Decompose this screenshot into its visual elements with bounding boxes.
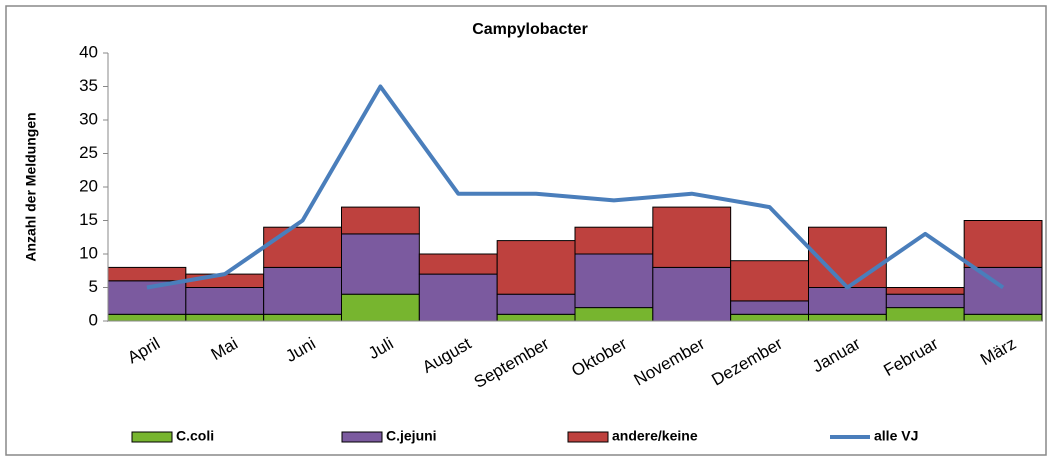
bar-segment bbox=[341, 293, 420, 322]
bar-segment bbox=[185, 287, 265, 315]
bar-segment bbox=[574, 253, 654, 309]
bar-segment bbox=[496, 240, 576, 295]
bar-segment bbox=[730, 260, 810, 302]
bar-segment bbox=[341, 206, 420, 235]
bar-segment bbox=[963, 220, 1043, 268]
y-tick-label: 10 bbox=[79, 243, 98, 262]
bar-segment bbox=[808, 226, 887, 288]
bar-segment bbox=[263, 313, 342, 322]
legend-label: andere/keine bbox=[612, 428, 698, 444]
line-series bbox=[146, 84, 1005, 290]
bar-segment bbox=[263, 266, 342, 315]
bar-segment bbox=[963, 313, 1043, 322]
y-tick-label: 40 bbox=[79, 42, 98, 61]
bar-segment bbox=[808, 313, 887, 322]
y-tick-label: 15 bbox=[79, 210, 98, 229]
bar-segment bbox=[652, 266, 732, 322]
bar-segment bbox=[263, 226, 342, 268]
bar-segment bbox=[730, 300, 810, 315]
bar-segment bbox=[885, 293, 965, 309]
y-axis-label: Anzahl der Meldungen bbox=[23, 112, 39, 261]
bar-segment bbox=[963, 266, 1043, 315]
legend-swatch bbox=[567, 431, 609, 443]
bar-segment bbox=[341, 233, 420, 295]
frame bbox=[5, 5, 1047, 456]
bar-segment bbox=[496, 313, 576, 322]
y-tick-label: 20 bbox=[79, 176, 98, 195]
bar-segment bbox=[418, 253, 498, 275]
y-tick-label: 5 bbox=[89, 277, 98, 296]
chart-title: Campylobacter bbox=[472, 21, 588, 38]
bar-segment bbox=[107, 313, 187, 322]
y-tick-label: 0 bbox=[89, 310, 98, 329]
bar-segment bbox=[885, 287, 965, 295]
bar-segment bbox=[652, 206, 732, 268]
bar-segment bbox=[496, 293, 576, 315]
bar-segment bbox=[574, 226, 654, 255]
legend-label: alle VJ bbox=[874, 428, 918, 444]
legend-label: C.coli bbox=[176, 428, 214, 444]
bar-segment bbox=[808, 287, 887, 315]
bar-segment bbox=[107, 266, 187, 282]
y-tick-label: 25 bbox=[79, 143, 98, 162]
legend-label: C.jejuni bbox=[386, 428, 437, 444]
bar-segment bbox=[418, 273, 498, 322]
bar-segment bbox=[730, 313, 810, 322]
y-tick-label: 35 bbox=[79, 76, 98, 95]
bar-segment bbox=[885, 307, 965, 322]
bar-segment bbox=[185, 313, 265, 322]
legend-swatch bbox=[341, 431, 383, 443]
legend-swatch bbox=[131, 431, 173, 443]
y-tick-label: 30 bbox=[79, 109, 98, 128]
bar-segment bbox=[574, 307, 654, 322]
